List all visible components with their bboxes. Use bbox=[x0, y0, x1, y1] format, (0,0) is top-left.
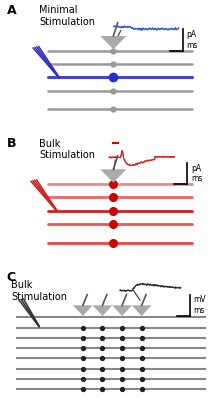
Text: ms: ms bbox=[193, 306, 204, 315]
Polygon shape bbox=[112, 305, 132, 316]
Polygon shape bbox=[93, 305, 112, 316]
Text: pA: pA bbox=[186, 30, 196, 39]
Polygon shape bbox=[73, 305, 93, 316]
Text: ms: ms bbox=[191, 174, 202, 183]
Text: pA: pA bbox=[191, 164, 201, 172]
Polygon shape bbox=[132, 305, 152, 316]
Text: C: C bbox=[7, 271, 16, 284]
Text: Bulk
Stimulation: Bulk Stimulation bbox=[39, 139, 95, 160]
Text: B: B bbox=[7, 137, 16, 150]
Text: Minimal
Stimulation: Minimal Stimulation bbox=[39, 5, 95, 27]
Text: mV: mV bbox=[193, 296, 206, 304]
Polygon shape bbox=[100, 36, 126, 49]
Polygon shape bbox=[100, 169, 126, 183]
Text: Bulk
Stimulation: Bulk Stimulation bbox=[11, 280, 67, 302]
Text: A: A bbox=[7, 4, 16, 17]
Text: ms: ms bbox=[186, 41, 198, 50]
